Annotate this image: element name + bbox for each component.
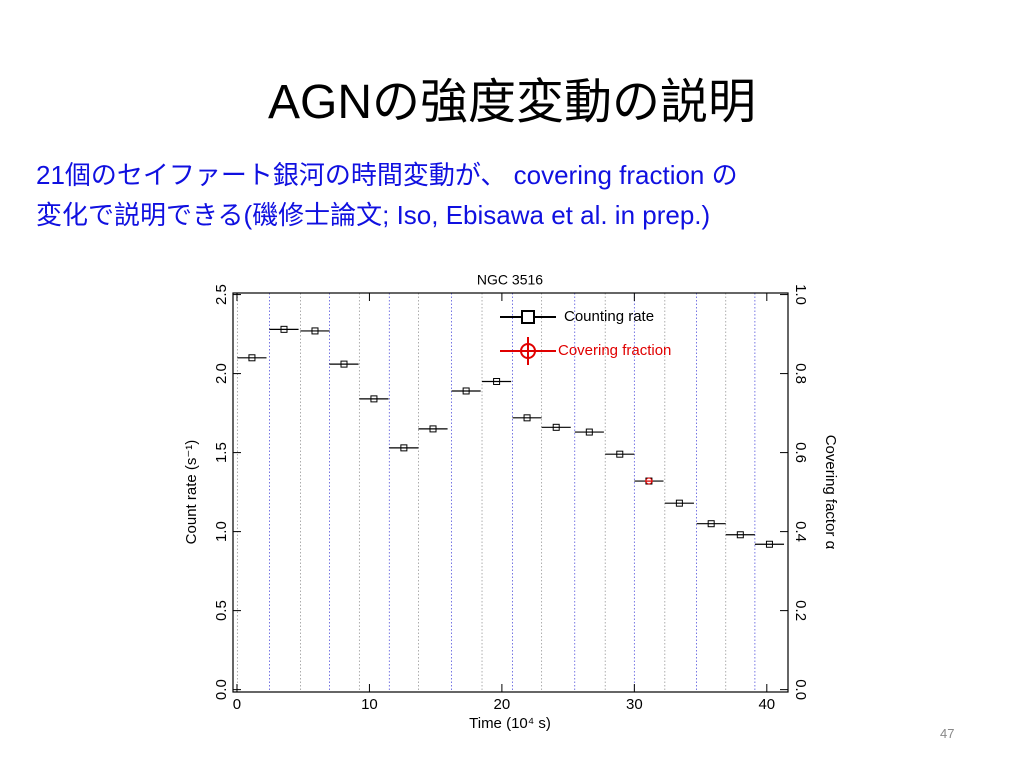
marker [707,520,715,528]
marker [736,531,744,539]
y-tick-label: 1.0 [213,521,230,542]
y2-axis-label: Covering factor α [822,435,839,550]
marker [248,354,256,362]
marker [493,377,501,385]
chart-title: NGC 3516 [477,272,543,288]
marker [400,444,408,452]
marker [765,540,773,548]
x-tick-label: 40 [758,696,775,713]
y2-tick-label: 0.6 [792,442,809,463]
legend-marker [521,310,535,324]
y2-tick-label: 0.0 [792,679,809,700]
y-tick-label: 0.0 [213,679,230,700]
y-tick-label: 1.5 [213,442,230,463]
marker [311,327,319,335]
legend-label: Covering fraction [558,342,671,359]
y2-tick-label: 1.0 [792,284,809,305]
y-tick-label: 0.5 [213,600,230,621]
slide-title: AGNの強度変動の説明 [267,76,757,129]
body-line: 21個のセイファート銀河の時間変動が、 covering fraction の [36,160,738,190]
x-tick-label: 10 [361,696,378,713]
y-axis-label: Count rate (s⁻¹) [183,440,200,545]
page-number: 47 [940,726,955,741]
marker [523,414,531,422]
y-tick-label: 2.0 [213,363,230,384]
x-tick-label: 20 [494,696,511,713]
marker [429,425,437,433]
body-line: 変化で説明できる(磯修士論文; Iso, Ebisawa et al. in p… [36,200,711,230]
marker [616,450,624,458]
marker [645,477,653,485]
marker [280,325,288,333]
marker [552,423,560,431]
legend-label: Counting rate [564,308,654,325]
x-tick-label: 0 [233,696,241,713]
marker [370,395,378,403]
marker [462,387,470,395]
x-axis-label: Time (10⁴ s) [469,715,551,732]
plot-frame [232,292,789,693]
y2-tick-label: 0.4 [792,521,809,542]
marker [340,360,348,368]
y2-tick-label: 0.8 [792,363,809,384]
legend-marker [520,343,536,359]
x-tick-label: 30 [626,696,643,713]
marker [585,428,593,436]
marker [675,499,683,507]
y2-tick-label: 0.2 [792,600,809,621]
body-text: 21個のセイファート銀河の時間変動が、 covering fraction の … [36,155,738,235]
y-tick-label: 2.5 [213,284,230,305]
